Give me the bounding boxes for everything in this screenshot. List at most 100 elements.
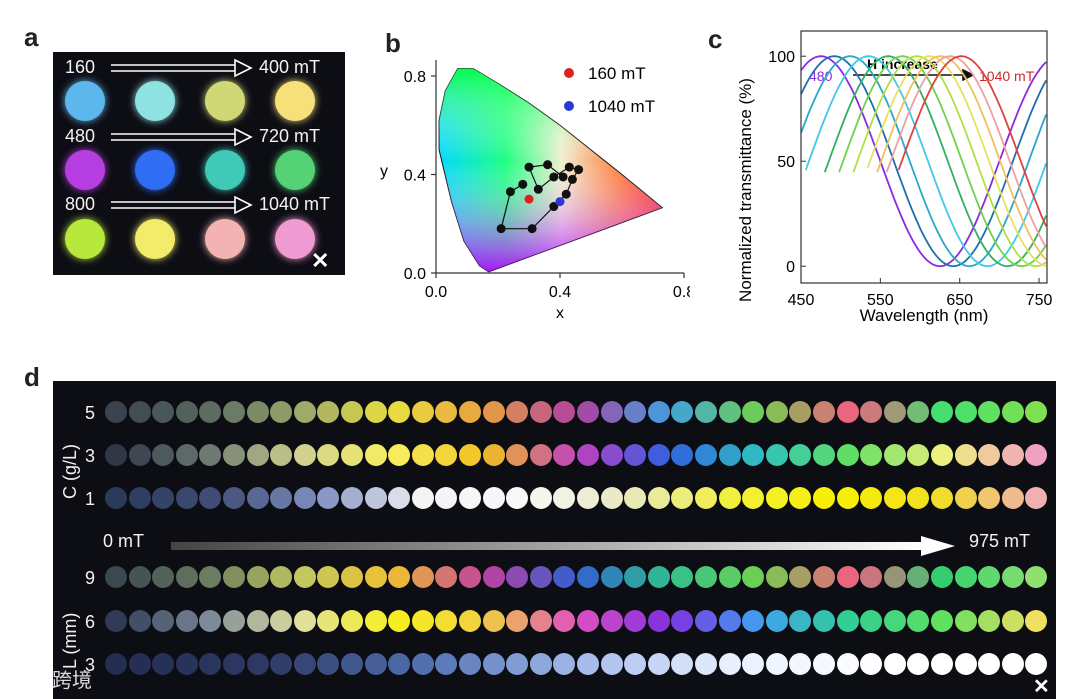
cie-y-label: y: [380, 163, 388, 180]
panel-d-sample-4-18: [506, 566, 529, 588]
transmittance-y-tick-100: 100: [768, 49, 795, 66]
transmittance-x-label: Wavelength (nm): [860, 306, 989, 325]
panel-a-close-icon: ✕: [311, 248, 330, 273]
panel-d-sample-2-38: [978, 444, 1001, 466]
panel-d-sample-5-38: [978, 610, 1001, 632]
panel-d-sample-2-17: [482, 444, 505, 466]
transmittance-series-800-mT: [838, 55, 1047, 268]
panel-d-sample-5-35: [907, 610, 930, 632]
panel-a-arrows: [111, 58, 253, 215]
panel-d-sample-5-16: [459, 610, 481, 632]
panel-d-sample-5-28: [742, 610, 765, 632]
cie-point-5: [549, 202, 559, 212]
panel-d-sample-1-13: [388, 401, 411, 423]
panel-d-sample-3-9: [293, 487, 316, 509]
panel-d-sample-1-26: [695, 401, 717, 423]
panel-d-sample-6-8: [270, 653, 293, 675]
panel-d-sample-5-7: [246, 610, 269, 632]
panel-d-label: d: [24, 362, 40, 392]
panel-d-sample-5-30: [789, 610, 812, 632]
panel-d-sample-2-16: [459, 444, 481, 466]
panel-c-label: c: [708, 24, 723, 54]
panel-d-sample-5-22: [600, 610, 623, 632]
cie-point-1: [518, 179, 528, 189]
panel-d-row-label-6: 3: [85, 655, 96, 675]
legend-marker-160: [564, 68, 574, 78]
panel-d-sample-4-31: [813, 566, 835, 588]
panel-d-sample-3-29: [765, 487, 788, 509]
field-arrow: [171, 536, 955, 556]
panel-d-sample-4-19: [529, 566, 552, 588]
transmittance-y-tick-0: 0: [786, 259, 795, 276]
transmittance-chart: Normalized transmittance (%) Wavelength …: [736, 30, 1053, 325]
transmittance-series-720-mT: [804, 55, 1048, 268]
field-start-label: 0 mT: [103, 531, 145, 551]
panel-a-label: a: [24, 22, 39, 52]
panel-d-sample-6-9: [293, 653, 316, 675]
panel-d-sample-5-20: [553, 610, 576, 632]
transmittance-series-880-mT: [866, 55, 1047, 267]
panel-d-sample-4-10: [317, 566, 340, 588]
panel-d-sample-1-12: [364, 401, 387, 423]
transmittance-series-1040-mT: [897, 55, 1048, 227]
panel-d-row-label-3: 1: [85, 489, 96, 509]
panel-d-sample-3-4: [175, 487, 198, 509]
panel-d-sample-4-34: [883, 566, 906, 588]
panel-d-sample-3-36: [931, 487, 953, 509]
panel-d-sample-2-23: [624, 444, 647, 466]
panel-d-sample-4-21: [577, 566, 599, 588]
panel-d-sample-6-29: [765, 653, 788, 675]
panel-d-sample-4-20: [553, 566, 576, 588]
panel-d-sample-1-22: [600, 401, 623, 423]
panel-a-sample-2-2: [135, 150, 175, 190]
panel-a-row3-start: 800: [65, 194, 96, 214]
panel-d-sample-1-4: [175, 401, 198, 423]
panel-d-sample-4-17: [482, 566, 505, 588]
cie-y-tick-0.4: 0.4: [404, 168, 426, 185]
panel-d-sample-4-23: [624, 566, 647, 588]
transmittance-y-label: Normalized transmittance (%): [736, 78, 755, 302]
transmittance-y-tick-50: 50: [777, 154, 795, 171]
panel-d-sample-1-18: [506, 401, 529, 423]
panel-d-sample-2-2: [128, 444, 151, 466]
panel-d-sample-3-7: [246, 487, 269, 509]
panel-d-sample-2-6: [223, 444, 245, 466]
panel-d-sample-5-2: [128, 610, 151, 632]
panel-d-sample-4-32: [836, 566, 859, 588]
panel-d-sample-1-11: [341, 401, 363, 423]
panel-d-sample-3-10: [317, 487, 340, 509]
panel-d-sample-4-3: [152, 566, 175, 588]
panel-d-sample-5-6: [223, 610, 245, 632]
panel-d-sample-4-38: [978, 566, 1001, 588]
panel-d-sample-6-10: [317, 653, 340, 675]
panel-d-sample-5-21: [577, 610, 599, 632]
panel-d-sample-4-16: [459, 566, 481, 588]
cie-point-11: [533, 184, 543, 194]
panel-d-sample-5-34: [883, 610, 906, 632]
panel-d-sample-6-26: [695, 653, 717, 675]
panel-d-sample-2-40: [1025, 444, 1048, 466]
panel-d-sample-2-39: [1001, 444, 1024, 466]
cie-point-14: [558, 172, 568, 182]
panel-d-sample-1-37: [954, 401, 977, 423]
panel-d-sample-5-5: [199, 610, 222, 632]
panel-d-sample-6-13: [388, 653, 411, 675]
panel-d-sample-3-15: [435, 487, 458, 509]
panel-d-sample-1-5: [199, 401, 222, 423]
panel-d-row-label-5: 6: [85, 612, 96, 632]
panel-d-sample-4-8: [270, 566, 293, 588]
cie-x-tick-0.0: 0.0: [425, 284, 447, 301]
panel-d-sample-5-15: [435, 610, 458, 632]
transmittance-x-tick-550: 550: [867, 292, 894, 309]
panel-d-sample-5-19: [529, 610, 552, 632]
panel-d-sample-1-10: [317, 401, 340, 423]
panel-d-sample-5-32: [836, 610, 859, 632]
panel-d-sample-1-34: [883, 401, 906, 423]
panel-d-row-label-2: 3: [85, 446, 96, 466]
panel-d-row-label-1: 5: [85, 403, 96, 423]
panel-d-sample-6-35: [907, 653, 930, 675]
panel-d-sample-6-6: [223, 653, 245, 675]
cie-y-tick-0.0: 0.0: [404, 266, 426, 283]
panel-d-sample-6-36: [931, 653, 953, 675]
